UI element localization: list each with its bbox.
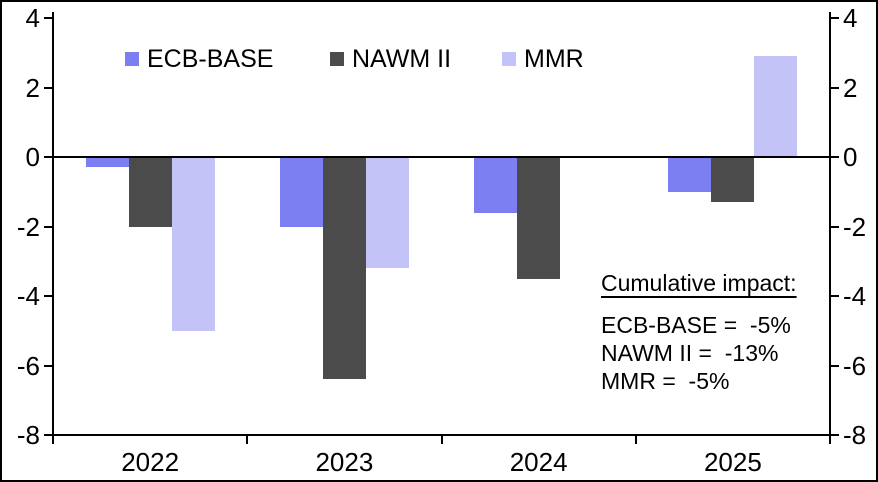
y-axis-label-left: 4 [25,3,40,33]
legend-swatch-icon [330,52,344,66]
x-axis-label: 2022 [121,447,180,477]
y-axis-left [52,12,54,444]
y-tick-right [830,156,839,158]
y-tick-left [44,156,53,158]
annotation-lines: ECB-BASE = -5% NAWM II = -13% MMR = -5% [601,311,797,395]
y-axis-label-right: -4 [843,281,867,311]
y-axis-label-right: 2 [843,72,858,103]
y-tick-right [830,17,839,19]
x-tick [634,435,637,444]
y-tick-right [830,434,839,436]
legend-label: ECB-BASE [147,45,274,73]
y-tick-right [830,364,839,367]
legend-swatch-icon [502,52,516,66]
y-axis-label-left: -8 [16,420,40,450]
y-axis-label-left: -2 [16,211,40,242]
y-axis-label-right: -2 [843,211,867,242]
x-axis-label: 2024 [509,447,568,477]
y-tick-left [44,434,53,436]
y-tick-right [830,86,839,89]
annotation-line: ECB-BASE = -5% [601,312,791,338]
y-axis-label-left: -4 [16,281,40,311]
bar-nawm-ii-2024 [517,157,561,279]
y-tick-left [44,86,53,89]
y-axis-label-right: 0 [843,142,858,172]
bar-ecb-base-2024 [474,157,518,213]
y-axis-right [829,12,831,444]
y-tick-left [44,364,53,367]
annotation-line: NAWM II = -13% [601,340,779,366]
y-tick-right [830,225,839,228]
zero-gridline [53,156,830,158]
y-axis-label-left: -6 [16,350,40,381]
legend-item-mmr: MMR [502,46,584,72]
bar-nawm-ii-2025 [711,157,755,203]
y-axis-label-right: -8 [843,420,867,450]
legend-item-ecb-base: ECB-BASE [125,46,273,72]
bar-nawm-ii-2022 [128,157,172,227]
legend-label: NAWM II [352,45,452,73]
bar-nawm-ii-2023 [322,157,366,380]
bar-mmr-2023 [365,157,409,269]
legend-swatch-icon [125,52,139,66]
x-tick [246,435,249,444]
y-tick-right [830,295,839,297]
annotation-title: Cumulative impact: [601,270,797,296]
x-tick [440,435,443,444]
legend-label: MMR [524,45,584,73]
legend-item-nawm-ii: NAWM II [330,46,451,72]
annotation-line: MMR = -5% [601,368,730,394]
y-tick-left [44,295,53,297]
y-axis-label-right: -6 [843,350,867,381]
bar-ecb-base-2022 [85,157,129,168]
y-axis-label-left: 0 [25,142,40,172]
y-axis-label-right: 4 [843,3,858,33]
bar-ecb-base-2023 [279,157,323,227]
bar-mmr-2022 [171,157,215,331]
y-axis-label-left: 2 [25,72,40,103]
x-axis-label: 2025 [703,447,762,477]
y-tick-left [44,225,53,228]
bar-mmr-2025 [754,56,798,157]
bar-ecb-base-2025 [668,157,712,192]
y-tick-left [44,17,53,19]
cumulative-impact-annotation: Cumulative impact: ECB-BASE = -5% NAWM II… [601,269,797,395]
x-axis-label: 2023 [315,447,374,477]
